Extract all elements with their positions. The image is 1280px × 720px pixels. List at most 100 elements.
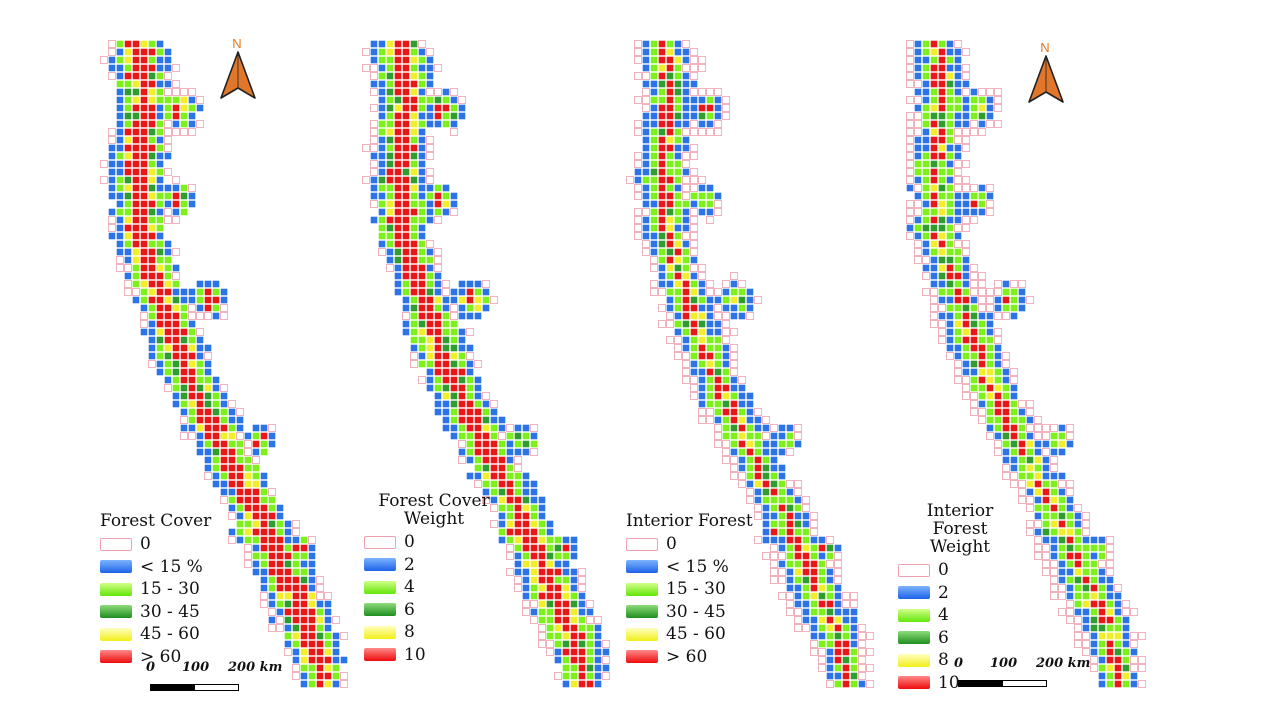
grid-cell [1114, 592, 1122, 600]
grid-cell [418, 80, 426, 88]
grid-cell [1018, 424, 1026, 432]
grid-cell [690, 104, 698, 112]
grid-cell [140, 48, 148, 56]
grid-cell [834, 584, 842, 592]
grid-cell [570, 552, 578, 560]
grid-cell [482, 440, 490, 448]
grid-cell [276, 528, 284, 536]
grid-cell [674, 240, 682, 248]
grid-cell [1034, 496, 1042, 504]
grid-cell [682, 136, 690, 144]
grid-cell [332, 640, 340, 648]
grid-cell [698, 336, 706, 344]
grid-cell [1090, 560, 1098, 568]
grid-cell [522, 496, 530, 504]
grid-cell [1034, 416, 1042, 424]
grid-cell [124, 48, 132, 56]
grid-cell [946, 176, 954, 184]
grid-cell [538, 568, 546, 576]
grid-cell [260, 520, 268, 528]
grid-cell [482, 416, 490, 424]
grid-cell [738, 280, 746, 288]
grid-cell [562, 640, 570, 648]
grid-cell [794, 512, 802, 520]
legend-item: 4 [898, 604, 1022, 627]
grid-cell [244, 528, 252, 536]
grid-cell [196, 296, 204, 304]
grid-cell [1114, 600, 1122, 608]
grid-cell [730, 312, 738, 320]
grid-cell [666, 248, 674, 256]
grid-cell [418, 344, 426, 352]
grid-cell [810, 592, 818, 600]
grid-cell [292, 544, 300, 552]
grid-cell [410, 176, 418, 184]
grid-cell [850, 632, 858, 640]
grid-cell [1090, 648, 1098, 656]
grid-cell [690, 80, 698, 88]
grid-cell [650, 96, 658, 104]
grid-cell [914, 80, 922, 88]
grid-cell [268, 520, 276, 528]
grid-cell [746, 416, 754, 424]
grid-cell [938, 136, 946, 144]
grid-cell [418, 104, 426, 112]
grid-cell [426, 352, 434, 360]
grid-cell [244, 544, 252, 552]
grid-cell [506, 504, 514, 512]
grid-cell [284, 520, 292, 528]
grid-cell [666, 216, 674, 224]
grid-cell [658, 112, 666, 120]
grid-cell [164, 368, 172, 376]
grid-cell [434, 392, 442, 400]
grid-cell [116, 248, 124, 256]
grid-cell [148, 176, 156, 184]
grid-cell [538, 624, 546, 632]
grid-cell [522, 608, 530, 616]
grid-cell [148, 352, 156, 360]
grid-cell [212, 464, 220, 472]
grid-cell [442, 392, 450, 400]
grid-cell [308, 608, 316, 616]
grid-cell [938, 272, 946, 280]
grid-cell [276, 592, 284, 600]
grid-cell [994, 312, 1002, 320]
grid-cell [116, 48, 124, 56]
grid-cell [474, 416, 482, 424]
grid-cell [722, 288, 730, 296]
grid-cell [602, 648, 610, 656]
grid-cell [842, 600, 850, 608]
grid-cell [394, 208, 402, 216]
grid-cell [690, 168, 698, 176]
grid-cell [714, 88, 722, 96]
grid-cell [522, 576, 530, 584]
grid-cell [770, 568, 778, 576]
grid-cell [578, 592, 586, 600]
grid-cell [946, 288, 954, 296]
grid-cell [658, 192, 666, 200]
grid-cell [386, 200, 394, 208]
grid-cell [930, 56, 938, 64]
grid-cell [378, 72, 386, 80]
grid-cell [922, 160, 930, 168]
grid-cell [316, 640, 324, 648]
grid-cell [1082, 592, 1090, 600]
grid-cell [722, 328, 730, 336]
grid-cell [970, 408, 978, 416]
grid-cell [946, 136, 954, 144]
grid-cell [954, 312, 962, 320]
grid-cell [132, 232, 140, 240]
grid-cell [666, 128, 674, 136]
grid-cell [930, 224, 938, 232]
grid-cell [650, 240, 658, 248]
grid-cell [204, 400, 212, 408]
grid-cell [698, 400, 706, 408]
grid-cell [650, 224, 658, 232]
grid-cell [706, 320, 714, 328]
grid-cell [794, 608, 802, 616]
grid-cell [1002, 304, 1010, 312]
grid-cell [666, 224, 674, 232]
grid-cell [426, 376, 434, 384]
grid-cell [674, 272, 682, 280]
grid-cell [946, 208, 954, 216]
